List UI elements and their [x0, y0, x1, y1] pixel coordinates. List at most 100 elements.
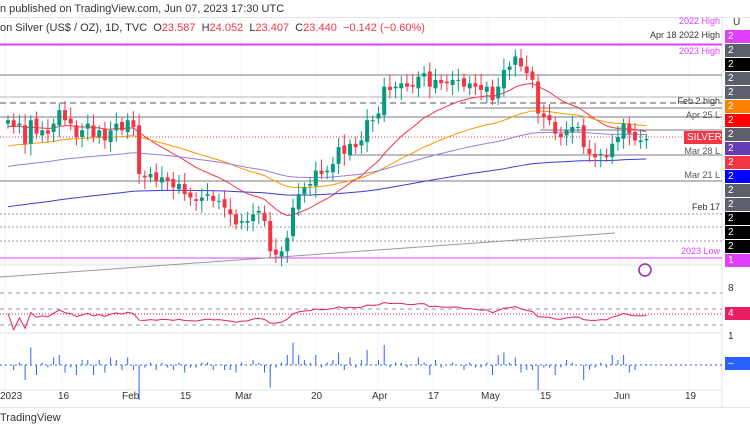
price-tag: 8: [728, 283, 734, 294]
header-divider: [0, 17, 750, 18]
candle-body: [11, 120, 16, 127]
candle-body: [279, 251, 284, 257]
high-value: 24.052: [209, 22, 244, 34]
candle-body: [467, 83, 472, 89]
candle-body: [439, 79, 444, 84]
candle-body: [131, 120, 136, 127]
candle-body: [348, 143, 352, 156]
candle-body: [239, 221, 244, 223]
candle-body: [553, 121, 558, 134]
candle-body: [536, 81, 541, 114]
time-axis-label: 20: [311, 391, 323, 402]
price-tag: 2: [725, 86, 750, 99]
rsi-line: [7, 302, 647, 331]
level-label: Apr 25 L: [685, 110, 720, 120]
candle-body: [256, 210, 261, 213]
candle-body: [615, 137, 620, 143]
candle-body: [148, 174, 153, 178]
price-tag: 2: [725, 170, 750, 183]
time-axis-label: Mar: [235, 391, 253, 402]
low-label: L: [249, 22, 256, 34]
candle-body: [325, 170, 330, 173]
price-tag: 2: [725, 114, 750, 127]
candle-body: [251, 214, 256, 222]
price-tag: 2: [725, 30, 750, 43]
price-tag: –: [725, 357, 750, 370]
time-axis-label: May: [481, 391, 500, 402]
trendline: [0, 232, 616, 278]
price-tag: 2: [725, 156, 750, 169]
candle-body: [296, 194, 301, 210]
candle-body: [399, 83, 404, 89]
candle-body: [365, 120, 370, 143]
candle-body: [45, 130, 50, 134]
time-axis-label: 16: [58, 391, 70, 402]
currency-label: U: [733, 17, 741, 28]
candle-body: [501, 69, 506, 89]
candle-body: [524, 66, 529, 74]
candle-body: [342, 145, 347, 154]
candle-body: [120, 121, 124, 131]
candle-body: [604, 155, 609, 158]
candle-body: [587, 148, 592, 154]
candle-body: [513, 56, 518, 65]
candle-body: [319, 170, 324, 174]
level-label: Apr 18 2022 High: [649, 30, 720, 40]
price-tag: 2: [725, 142, 750, 155]
candle-body: [427, 71, 432, 87]
level-label: Mar 28 L: [684, 146, 720, 156]
candle-body: [490, 86, 495, 101]
candle-body: [63, 110, 67, 121]
candle-body: [23, 125, 28, 144]
candle-body: [405, 83, 409, 87]
price-tag: 2: [725, 44, 750, 57]
candle-body: [137, 125, 142, 174]
candle-body: [80, 130, 85, 138]
level-label: Mar 21 L: [684, 170, 720, 180]
candle-body: [644, 139, 649, 141]
candle-body: [273, 249, 278, 255]
time-axis-label: Jun: [614, 391, 631, 402]
candle-body: [199, 197, 204, 201]
candle-body: [268, 221, 273, 252]
price-tag: 2: [725, 212, 750, 225]
candle-body: [638, 140, 643, 143]
candle-body: [410, 84, 415, 87]
candle-body: [91, 125, 96, 138]
price-tag: 2: [725, 240, 750, 253]
candle-body: [285, 237, 290, 252]
candle-body: [68, 118, 73, 124]
candle-body: [262, 212, 267, 222]
symbol-name: on Silver (US$ / OZ), 1D, TVC: [0, 22, 148, 34]
candle-body: [308, 184, 313, 186]
time-axis-label: 19: [685, 391, 697, 402]
candle-body: [621, 123, 626, 139]
candle-body: [598, 153, 603, 156]
candle-body: [353, 143, 358, 148]
close-value: 23.440: [303, 22, 337, 34]
candle-body: [530, 71, 535, 80]
ema-200-line: [7, 158, 647, 208]
open-label: O: [153, 22, 162, 34]
candle-body: [610, 143, 615, 158]
time-axis-label: Apr: [372, 391, 388, 402]
candle-body: [216, 200, 221, 202]
candle-body: [182, 184, 187, 195]
candle-body: [336, 147, 341, 164]
candle-body: [433, 79, 438, 89]
candle-body: [154, 172, 159, 181]
candle-body: [291, 207, 295, 237]
candle-body: [6, 120, 10, 124]
candle-body: [416, 76, 421, 89]
candle-body: [159, 177, 164, 183]
candle-body: [422, 73, 427, 77]
candle-body: [57, 110, 62, 126]
candle-body: [313, 170, 318, 186]
candle-body: [302, 187, 307, 195]
candle-body: [205, 194, 210, 196]
time-axis-label: 2023: [0, 391, 23, 402]
time-axis-label: 15: [180, 391, 192, 402]
change-value: −0.142 (−0.60%): [342, 22, 425, 34]
candle-body: [330, 163, 335, 173]
